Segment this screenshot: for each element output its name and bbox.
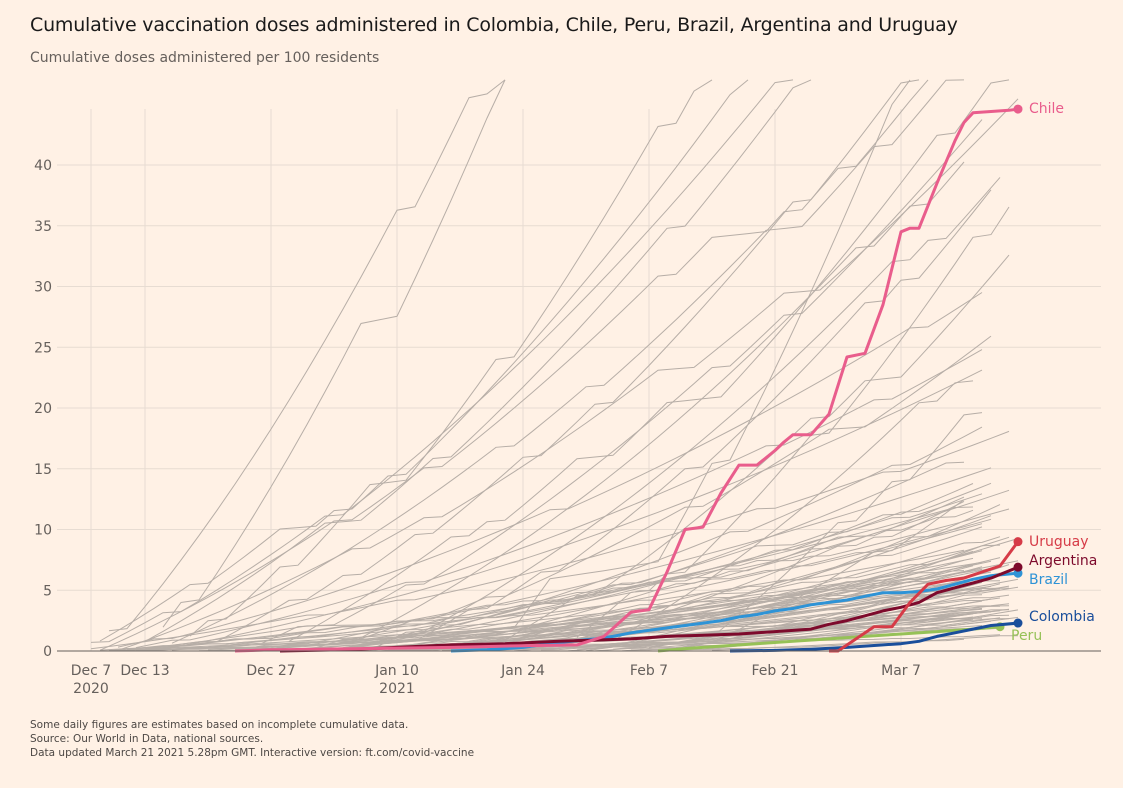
background-country-line — [171, 568, 983, 651]
y-tick-label: 0 — [43, 644, 52, 660]
background-country-line — [243, 578, 983, 651]
background-country-line — [99, 561, 983, 651]
note-estimates: Some daily figures are estimates based o… — [30, 719, 409, 731]
x-tick-label: Feb 21 — [751, 663, 798, 679]
background-country-line — [153, 369, 983, 652]
x-tick-label: Jan 24 — [500, 663, 545, 679]
background-country-line — [171, 523, 983, 650]
background-country-line — [288, 79, 1010, 642]
background-country-line — [594, 613, 974, 652]
background-country-line — [441, 634, 1001, 652]
background-country-line — [216, 79, 920, 643]
y-tick-label: 15 — [34, 462, 52, 478]
series-label-peru: Peru — [1011, 628, 1042, 644]
y-tick-label: 30 — [34, 280, 52, 296]
background-country-line — [612, 380, 974, 642]
background-country-line — [108, 79, 506, 632]
endpoint-marker-colombia — [1013, 618, 1023, 628]
chart-title: Cumulative vaccination doses administere… — [30, 14, 958, 36]
x-tick-label: Dec 27 — [246, 663, 295, 679]
background-country-line — [432, 515, 992, 652]
background-country-line — [711, 635, 1019, 651]
background-country-line — [513, 79, 911, 629]
series-label-colombia: Colombia — [1029, 609, 1095, 625]
background-country-line — [90, 79, 794, 643]
background-country-line — [108, 489, 1010, 652]
series-labels: Peru Colombia Brazil Argentina Uruguay Chile — [1011, 101, 1097, 644]
background-country-line — [207, 588, 1001, 651]
y-tick-label: 20 — [34, 401, 52, 417]
background-country-line — [126, 506, 974, 650]
y-tick-label: 10 — [34, 523, 52, 539]
highlighted-series — [234, 104, 1023, 653]
background-country-line — [198, 482, 992, 652]
background-country-line — [711, 412, 983, 638]
endpoint-marker-argentina — [1013, 562, 1023, 572]
series-label-brazil: Brazil — [1029, 572, 1068, 588]
x-tick-label: Dec 7 — [71, 663, 111, 679]
endpoint-marker-chile — [1013, 104, 1023, 114]
chart-notes: Some daily figures are estimates based o… — [30, 718, 474, 760]
background-country-line — [144, 79, 812, 642]
background-country-line — [333, 550, 983, 650]
background-country-line — [423, 557, 1001, 650]
note-updated: Data updated March 21 2021 5.28pm GMT. I… — [30, 747, 475, 759]
background-country-line — [585, 594, 983, 652]
note-source: Source: Our World in Data, national sour… — [30, 733, 264, 745]
background-country-line — [261, 119, 983, 644]
y-tick-label: 40 — [34, 158, 52, 174]
background-country-line — [234, 518, 992, 652]
axes: 0 5 10 15 20 25 30 35 40 Dec 7 2020 Dec 13 Dec 27 Jan… — [34, 158, 1101, 697]
series-label-chile: Chile — [1029, 101, 1064, 117]
x-tick-label: Mar 7 — [881, 663, 921, 679]
gridlines — [57, 109, 1101, 651]
background-country-line — [162, 79, 506, 628]
series-line-uruguay — [829, 540, 1020, 653]
background-country-line — [126, 467, 992, 650]
background-country-line — [135, 349, 983, 649]
x-tick-label: Dec 13 — [120, 663, 169, 679]
background-series — [90, 79, 1019, 652]
y-tick-label: 35 — [34, 219, 52, 235]
y-tick-label: 25 — [34, 340, 52, 356]
background-country-line — [117, 292, 983, 648]
background-country-line — [189, 79, 713, 637]
x-tick-year: 2021 — [379, 681, 415, 697]
background-country-line — [603, 544, 1001, 648]
background-country-line — [99, 79, 929, 651]
background-country-line — [414, 189, 992, 642]
chart-subtitle: Cumulative doses administered per 100 re… — [30, 50, 380, 66]
series-line-colombia — [729, 621, 1019, 653]
y-tick-label: 5 — [43, 583, 52, 599]
endpoint-marker-uruguay — [1013, 537, 1023, 547]
series-label-uruguay: Uruguay — [1029, 534, 1089, 550]
background-country-line — [171, 79, 965, 644]
background-country-line — [576, 206, 1010, 638]
series-label-argentina: Argentina — [1029, 553, 1097, 569]
x-tick-label: Jan 10 — [374, 663, 419, 679]
series-line-chile — [234, 107, 1019, 653]
background-country-line — [117, 98, 1019, 651]
background-country-line — [549, 500, 965, 647]
background-country-line — [144, 508, 1010, 650]
x-tick-year: 2020 — [73, 681, 109, 697]
background-country-line — [351, 161, 965, 643]
x-tick-label: Feb 7 — [630, 663, 668, 679]
series-line-argentina — [279, 565, 1019, 653]
series-line-peru — [657, 625, 1001, 653]
